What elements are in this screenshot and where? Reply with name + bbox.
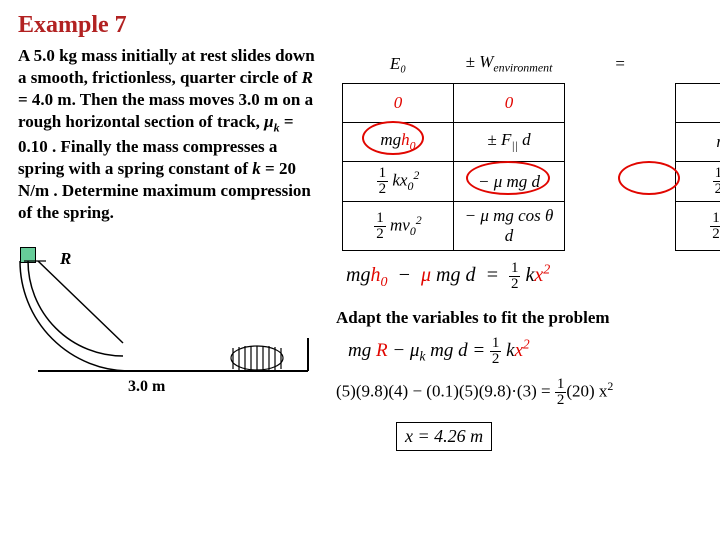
distance-label: 3.0 m — [128, 378, 165, 396]
right-column: E₀ ± Wenvironment = E 0 0 0 mgh0 ± F|| d… — [336, 45, 720, 451]
table-cell: 12 mv02 — [343, 202, 454, 251]
header-cell: E — [676, 45, 720, 84]
table-cell: − μ mg cos θ d — [454, 202, 565, 251]
table-cell: 0 — [676, 84, 720, 123]
table-cell: mgh — [676, 123, 720, 162]
adapted-equation: mg R − μk mg d = 12 kx2 — [348, 336, 720, 367]
table-cell: 0 — [343, 84, 454, 123]
table-cell: − μ mg d — [454, 162, 565, 202]
energy-equation: mgh0 − μ mg d = 12 kx2 — [346, 261, 720, 292]
problem-statement: A 5.0 kg mass initially at rest slides d… — [18, 45, 318, 225]
header-cell: ± Wenvironment — [454, 45, 565, 84]
table-cell: 12 kx02 — [343, 162, 454, 202]
table-cell: 0 — [454, 84, 565, 123]
table-cell: ± F|| d — [454, 123, 565, 162]
main-layout: A 5.0 kg mass initially at rest slides d… — [18, 45, 702, 451]
header-cell: E₀ — [343, 45, 454, 84]
left-column: A 5.0 kg mass initially at rest slides d… — [18, 45, 318, 451]
final-answer: x = 4.26 m — [396, 422, 492, 451]
adapt-heading: Adapt the variables to fit the problem — [336, 308, 720, 328]
page-title: Example 7 — [18, 12, 702, 39]
track-svg — [18, 243, 318, 413]
table-cell: 12 kx2 — [676, 162, 720, 202]
track-diagram: R 3.0 m — [18, 243, 318, 413]
table-cell: 12 mv2 — [676, 202, 720, 251]
table-row: 0 0 0 — [343, 84, 720, 123]
energy-table-wrap: E₀ ± Wenvironment = E 0 0 0 mgh0 ± F|| d… — [336, 45, 720, 251]
numeric-substitution: (5)(9.8)(4) − (0.1)(5)(9.8)·(3) = 12(20)… — [336, 377, 720, 408]
table-header-row: E₀ ± Wenvironment = E — [343, 45, 720, 84]
energy-table: E₀ ± Wenvironment = E 0 0 0 mgh0 ± F|| d… — [342, 45, 720, 251]
table-cell: mgh0 — [343, 123, 454, 162]
header-cell: = — [565, 45, 676, 84]
